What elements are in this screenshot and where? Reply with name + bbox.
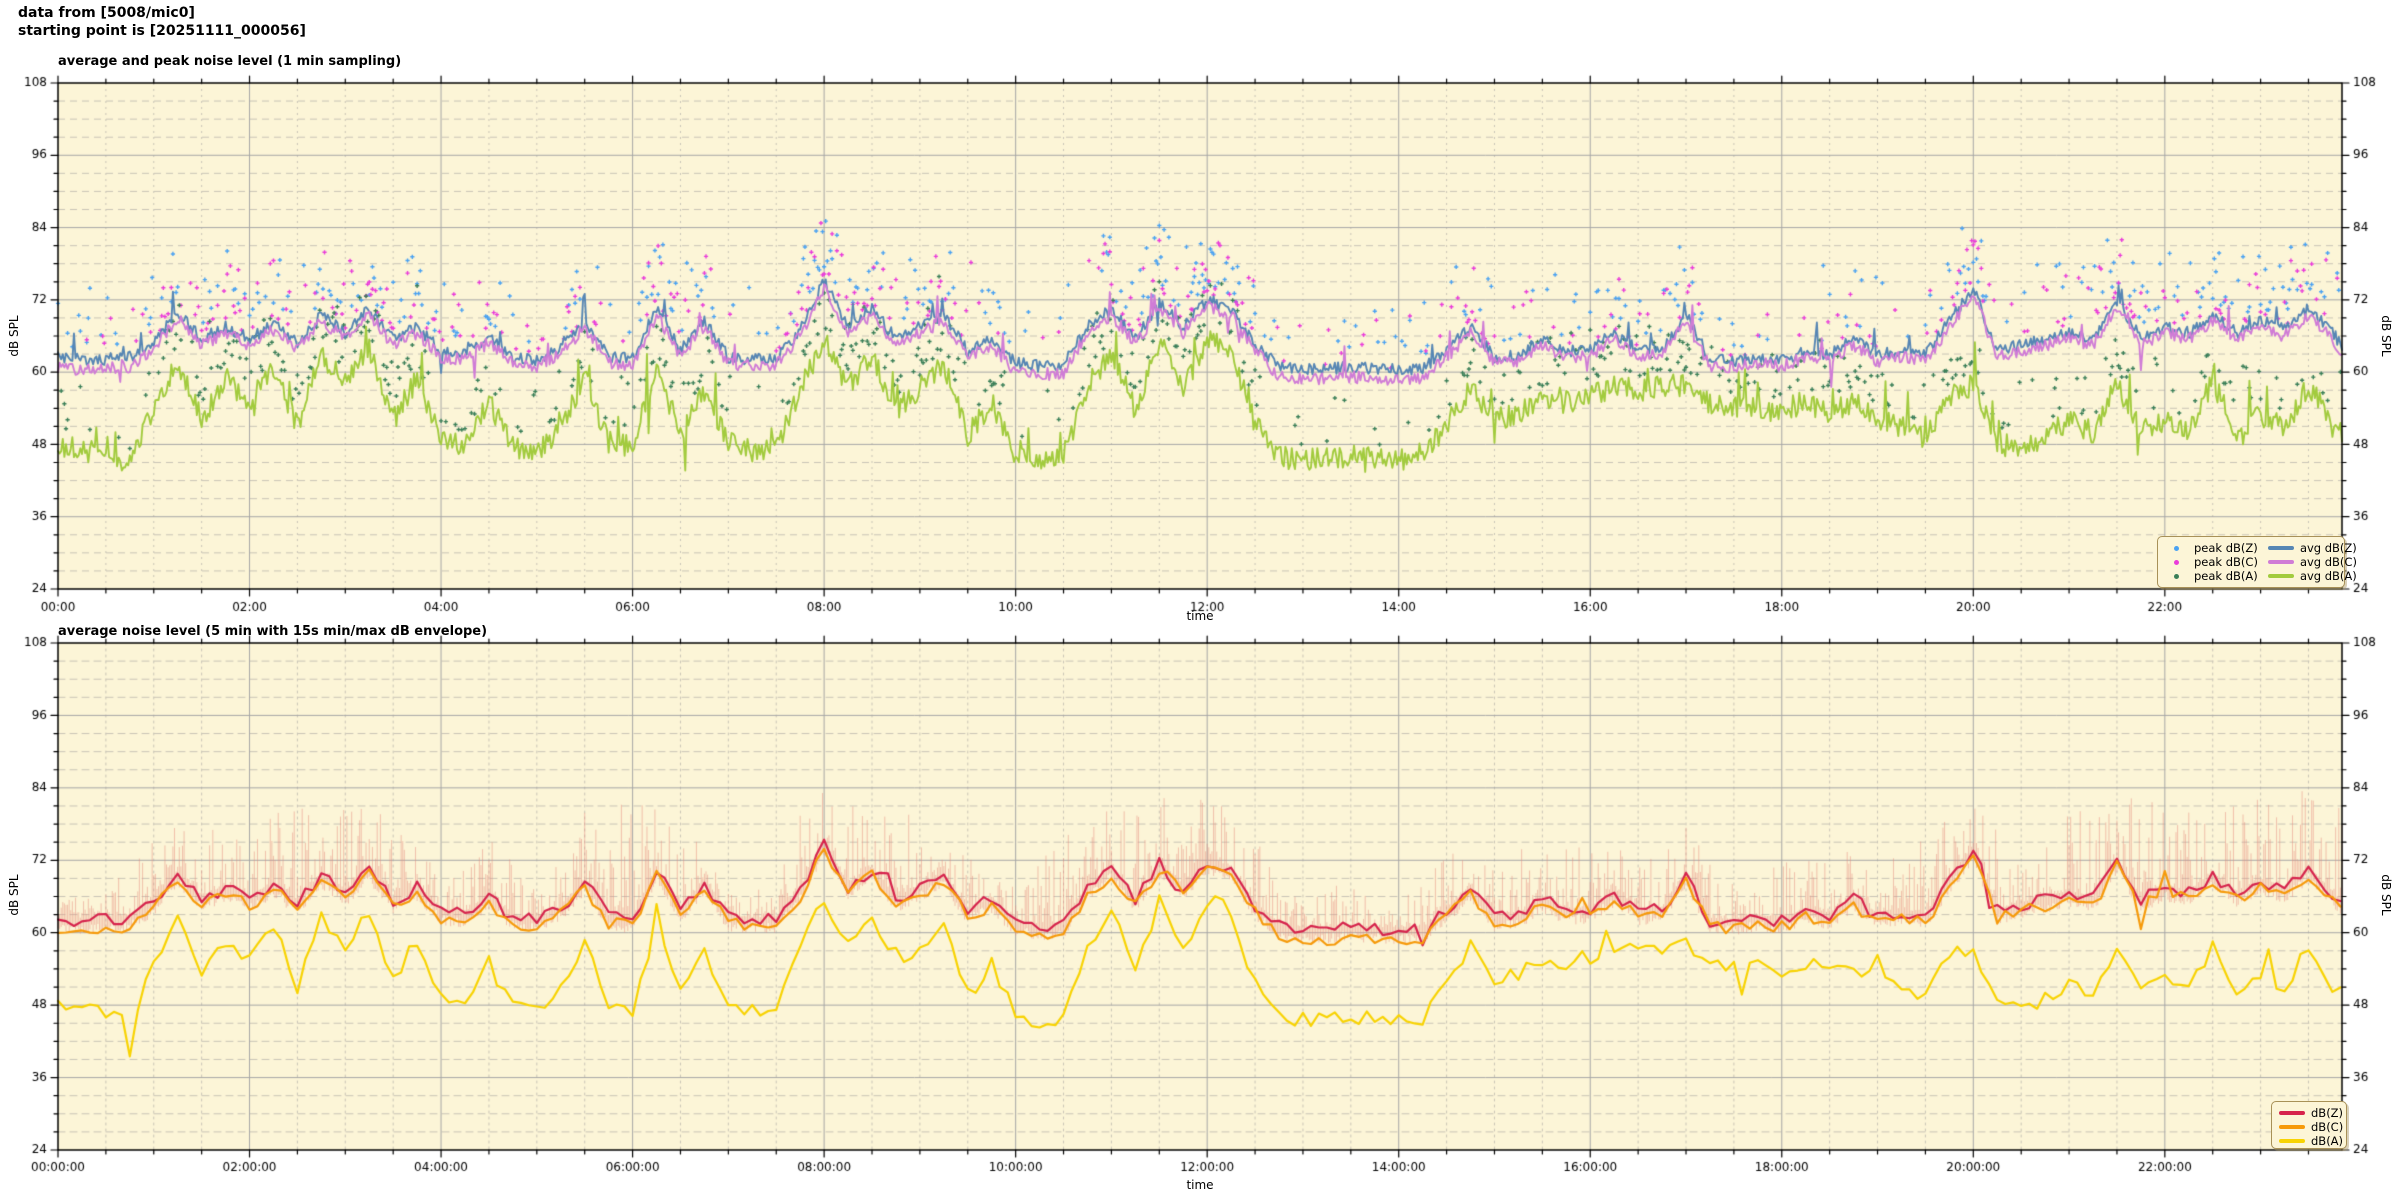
legend-label: avg dB(C) [2299, 555, 2357, 569]
chart2-ylabel-right: dB SPL [2379, 874, 2393, 916]
header-start-point: starting point is [20251111_000056] [18, 23, 306, 39]
line-marker-icon [2267, 546, 2294, 550]
legend-entry-avg-dbc: avg dB(C) [2267, 555, 2357, 569]
legend-entry-dba: dB(A) [2279, 1134, 2343, 1148]
legend-label: avg dB(Z) [2299, 541, 2357, 555]
chart1-title: average and peak noise level (1 min samp… [58, 54, 402, 69]
legend-label: dB(A) [2311, 1134, 2344, 1148]
chart2-legend: dB(Z) dB(C) dB(A) [2271, 1101, 2347, 1149]
chart1-xlabel: time [1186, 609, 1214, 623]
legend-label: peak dB(A) [2194, 569, 2258, 583]
line-marker-icon [2279, 1125, 2305, 1129]
chart2-title: average noise level (5 min with 15s min/… [58, 624, 488, 639]
chart1-ylabel-left: dB SPL [7, 315, 21, 357]
legend-entry-avg-dbz: avg dB(Z) [2267, 541, 2357, 555]
legend-entry-peak-dbz: peak dB(Z) [2165, 541, 2258, 555]
point-marker-icon [2174, 573, 2179, 579]
legend-entry-peak-dba: peak dB(A) [2165, 569, 2258, 583]
legend-entry-dbz: dB(Z) [2279, 1106, 2343, 1120]
header-data-source: data from [5008/mic0] [18, 5, 195, 21]
chart2-ylabel-left: dB SPL [7, 874, 21, 916]
legend-label: dB(Z) [2311, 1106, 2344, 1120]
legend-entry-peak-dbc: peak dB(C) [2165, 555, 2258, 569]
legend-entry-dbc: dB(C) [2279, 1120, 2343, 1134]
legend-label: avg dB(A) [2299, 569, 2357, 583]
legend-label: dB(C) [2311, 1120, 2344, 1134]
line-marker-icon [2279, 1111, 2305, 1115]
legend-label: peak dB(C) [2194, 555, 2258, 569]
chart1-ylabel-right: dB SPL [2379, 315, 2393, 357]
point-marker-icon [2174, 559, 2179, 565]
legend-entry-avg-dba: avg dB(A) [2267, 569, 2357, 583]
legend-label: peak dB(Z) [2194, 541, 2258, 555]
line-marker-icon [2267, 574, 2294, 578]
chart1-legend: peak dB(Z) avg dB(Z) peak dB(C) avg dB(C… [2157, 536, 2357, 588]
chart2-xlabel: time [1186, 1178, 1214, 1192]
point-marker-icon [2174, 545, 2179, 551]
line-marker-icon [2279, 1139, 2305, 1143]
line-marker-icon [2267, 560, 2294, 564]
